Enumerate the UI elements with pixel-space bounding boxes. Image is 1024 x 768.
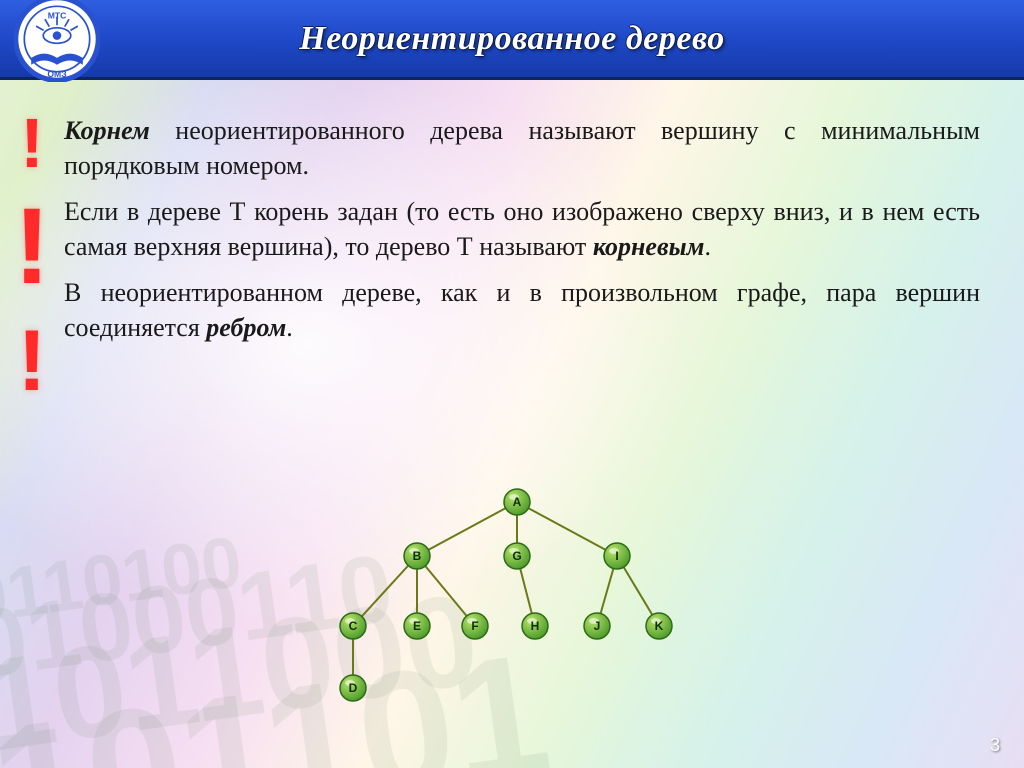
tree-edge	[353, 556, 417, 626]
tree-node: I	[604, 543, 630, 569]
logo-svg: МТС ОМЗ	[14, 0, 100, 82]
tree-node: F	[462, 613, 488, 639]
svg-text:ОМЗ: ОМЗ	[47, 68, 66, 78]
header-bar: МТС ОМЗ Неориентированное дерево	[0, 0, 1024, 80]
logo: МТС ОМЗ	[14, 0, 100, 82]
tree-node: K	[646, 613, 672, 639]
tree-node-label: G	[512, 549, 521, 563]
exclaim-marker: !	[12, 318, 52, 404]
tree-node-label: A	[513, 495, 522, 509]
text-run: ребром	[206, 313, 286, 342]
tree-edge	[517, 502, 617, 556]
paragraph: В неориентированном дереве, как и в прои…	[64, 276, 980, 345]
tree-node-label: F	[471, 619, 478, 633]
tree-node-label: J	[594, 619, 601, 633]
slide: 0110100010001101011000101101 МТСОМЗ Неор…	[0, 0, 1024, 768]
text-run: В неориентированном дереве, как и в прои…	[64, 278, 980, 342]
tree-node-label: B	[413, 549, 422, 563]
tree-node: D	[340, 675, 366, 701]
tree-node: G	[504, 543, 530, 569]
exclaim-marker: !	[12, 108, 52, 178]
tree-node-label: K	[655, 619, 664, 633]
text-run: .	[286, 313, 293, 342]
tree-node: A	[504, 489, 530, 515]
paragraph: Корнем неориентированного дерева называю…	[64, 114, 980, 183]
text-run: .	[704, 232, 711, 261]
tree-node-label: E	[413, 619, 421, 633]
tree-svg: A B G I C E F H J K D	[287, 478, 707, 718]
page-number: 3	[990, 735, 1000, 756]
tree-node: B	[404, 543, 430, 569]
text-run: Если в дереве Т корень задан (то есть он…	[64, 197, 980, 261]
tree-node-label: D	[349, 681, 358, 695]
tree-node: E	[404, 613, 430, 639]
slide-body: Корнем неориентированного дерева называю…	[0, 100, 1024, 728]
tree-diagram: A B G I C E F H J K D	[0, 478, 1024, 718]
exclaim-marker: !	[12, 192, 52, 300]
tree-node-label: I	[615, 549, 618, 563]
svg-text:МТС: МТС	[48, 10, 67, 20]
tree-node: H	[522, 613, 548, 639]
tree-node: J	[584, 613, 610, 639]
tree-edge	[417, 502, 517, 556]
tree-node: C	[340, 613, 366, 639]
text-run: неориентированного дерева называют верши…	[64, 116, 980, 180]
text-run: Корнем	[64, 116, 150, 145]
text-run: корневым	[593, 232, 705, 261]
paragraph: Если в дереве Т корень задан (то есть он…	[64, 195, 980, 264]
slide-title: Неориентированное дерево	[299, 20, 724, 58]
tree-node-label: C	[349, 619, 358, 633]
tree-node-label: H	[531, 619, 540, 633]
